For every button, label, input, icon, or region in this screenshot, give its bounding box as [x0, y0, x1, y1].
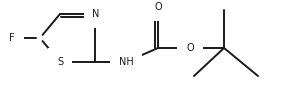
Text: N: N: [92, 9, 100, 19]
Text: F: F: [9, 33, 15, 43]
Text: O: O: [154, 2, 162, 12]
Text: NH: NH: [119, 57, 133, 67]
Text: S: S: [57, 57, 63, 67]
Text: O: O: [186, 43, 194, 53]
